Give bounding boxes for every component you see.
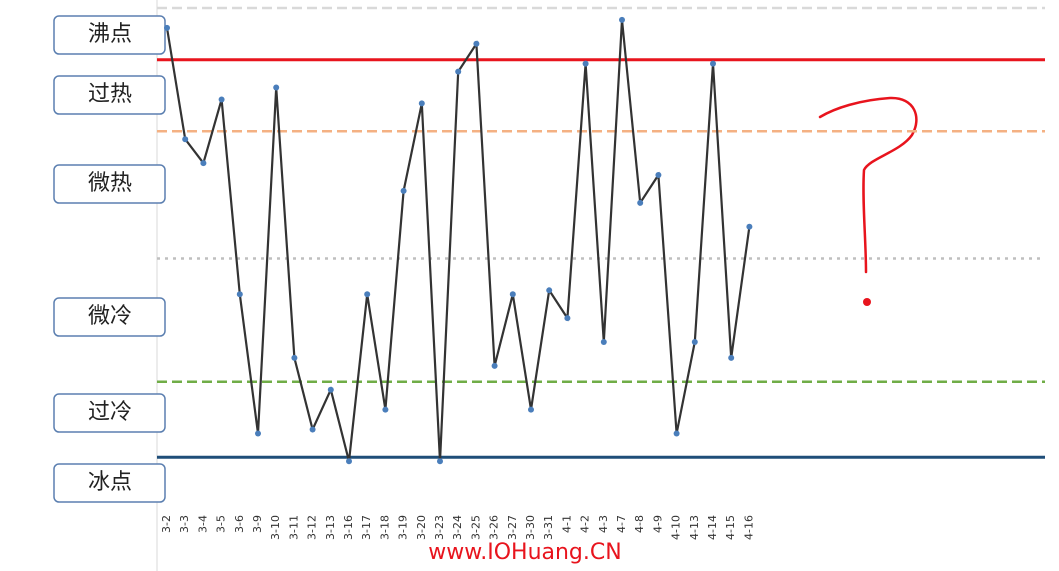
zone-label: 过冷 xyxy=(88,400,132,425)
zone-label: 沸点 xyxy=(88,22,132,47)
data-point xyxy=(637,199,644,206)
x-tick-label: 3-6 xyxy=(233,515,246,533)
question-mark xyxy=(818,96,918,274)
x-tick-label: 3-31 xyxy=(542,515,555,540)
x-tick-label: 4-16 xyxy=(742,515,755,540)
data-point xyxy=(710,60,716,67)
data-point xyxy=(400,187,407,194)
x-tick-label: 3-5 xyxy=(215,515,228,533)
x-tick-label: 3-12 xyxy=(306,515,319,540)
data-point xyxy=(164,24,170,31)
watermark: www.IOHuang.CN xyxy=(428,540,621,565)
data-point xyxy=(582,60,589,67)
data-point xyxy=(691,339,698,345)
data-point xyxy=(491,362,498,369)
data-point xyxy=(236,291,243,298)
data-point xyxy=(273,84,280,91)
zone-label: 过热 xyxy=(88,82,132,107)
data-point xyxy=(455,68,462,75)
x-tick-label: 4-1 xyxy=(560,515,573,533)
data-point xyxy=(309,426,316,433)
data-point xyxy=(564,315,571,322)
data-point xyxy=(291,354,298,361)
x-tick-label: 3-24 xyxy=(451,515,464,540)
zone-label: 微冷 xyxy=(88,304,132,329)
zone-box xyxy=(53,15,166,55)
x-tick-label: 3-30 xyxy=(524,515,537,540)
x-tick-label: 3-10 xyxy=(269,515,282,540)
zone-box xyxy=(53,75,166,115)
x-tick-label: 3-4 xyxy=(196,515,209,533)
x-tick-label: 3-3 xyxy=(178,515,191,533)
data-point xyxy=(346,458,352,465)
data-point xyxy=(655,172,662,178)
zone-box xyxy=(53,297,166,337)
x-tick-label: 3-25 xyxy=(469,515,482,540)
data-point xyxy=(528,406,534,413)
zone-box xyxy=(53,393,166,433)
data-point xyxy=(728,354,735,361)
data-point xyxy=(364,291,371,298)
x-tick-label: 3-11 xyxy=(287,515,300,540)
zone-label: 冰点 xyxy=(88,470,132,495)
data-point xyxy=(437,458,443,465)
x-tick-label: 3-9 xyxy=(251,515,264,533)
x-tick-label: 4-7 xyxy=(615,515,628,533)
x-tick-label: 3-13 xyxy=(324,515,337,540)
data-point xyxy=(200,160,207,167)
x-tick-label: 4-15 xyxy=(724,515,737,540)
x-tick-label: 3-19 xyxy=(397,515,410,540)
zone-box xyxy=(53,463,166,503)
data-point xyxy=(218,96,225,103)
x-tick-label: 4-8 xyxy=(633,515,646,533)
data-point xyxy=(600,339,607,345)
zone-box xyxy=(53,164,166,204)
x-tick-label: 3-17 xyxy=(360,515,373,540)
zone-label: 微热 xyxy=(88,171,132,196)
x-tick-label: 3-16 xyxy=(342,515,355,540)
x-tick-label: 4-14 xyxy=(706,515,719,540)
x-tick-label: 4-9 xyxy=(651,515,664,533)
x-tick-label: 4-2 xyxy=(579,515,592,533)
data-point xyxy=(182,136,189,143)
data-point xyxy=(546,287,553,294)
data-point xyxy=(418,100,425,107)
x-tick-label: 3-18 xyxy=(378,515,391,540)
data-point xyxy=(673,430,680,437)
data-point xyxy=(255,430,261,437)
x-tick-label: 3-2 xyxy=(160,515,173,533)
x-tick-label: 3-27 xyxy=(506,515,519,540)
x-tick-label: 3-26 xyxy=(488,515,501,540)
data-point xyxy=(619,16,625,23)
x-tick-label: 3-20 xyxy=(415,515,428,540)
data-point xyxy=(509,291,516,298)
data-point xyxy=(746,223,753,230)
x-tick-label: 3-23 xyxy=(433,515,446,540)
x-tick-label: 4-3 xyxy=(597,515,610,533)
series-line xyxy=(165,19,751,462)
data-point xyxy=(382,406,389,413)
x-tick-label: 4-13 xyxy=(688,515,701,540)
question-dot xyxy=(863,298,871,306)
data-point xyxy=(327,386,334,393)
x-tick-label: 4-10 xyxy=(670,515,683,540)
data-point xyxy=(473,40,480,47)
